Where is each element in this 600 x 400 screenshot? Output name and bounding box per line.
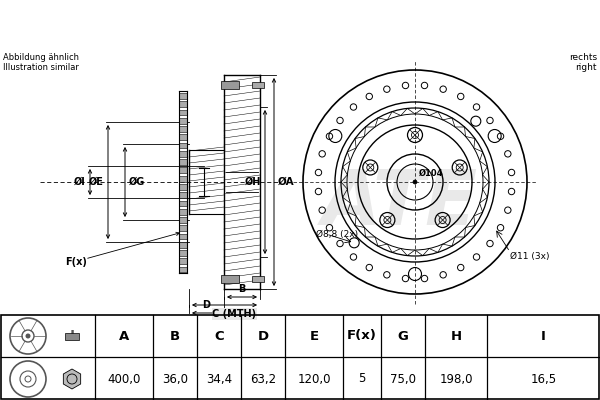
Text: I: I xyxy=(541,330,546,342)
Text: C (MTH): C (MTH) xyxy=(212,309,257,319)
Text: C: C xyxy=(214,330,224,342)
Text: 400,0: 400,0 xyxy=(107,372,140,386)
Text: ØE: ØE xyxy=(89,177,104,187)
Bar xyxy=(179,143,187,148)
Text: 198,0: 198,0 xyxy=(439,372,473,386)
Text: B: B xyxy=(238,284,245,294)
Bar xyxy=(179,217,187,223)
Text: 75,0: 75,0 xyxy=(390,372,416,386)
Bar xyxy=(252,276,264,282)
Bar xyxy=(179,184,187,190)
Bar xyxy=(221,275,239,283)
Bar xyxy=(179,176,187,182)
Bar xyxy=(179,192,187,198)
Text: rechts
right: rechts right xyxy=(569,53,597,72)
Bar xyxy=(252,82,264,88)
Bar xyxy=(179,250,187,256)
Bar xyxy=(179,110,187,115)
Text: D: D xyxy=(257,330,269,342)
Text: F(x): F(x) xyxy=(65,257,87,267)
Text: E: E xyxy=(310,330,319,342)
Text: ØA: ØA xyxy=(278,177,295,187)
Bar xyxy=(179,159,187,165)
Text: Ø8,8 (2x): Ø8,8 (2x) xyxy=(316,230,358,238)
Text: H: H xyxy=(451,330,461,342)
Text: F(x): F(x) xyxy=(347,330,377,342)
Bar xyxy=(221,81,239,89)
Bar xyxy=(179,267,187,272)
Text: Ø104: Ø104 xyxy=(419,169,443,178)
Text: 36,0: 36,0 xyxy=(162,372,188,386)
Bar xyxy=(179,258,187,264)
Text: Abbildung ähnlich
Illustration similar: Abbildung ähnlich Illustration similar xyxy=(3,53,79,72)
Text: 120,0: 120,0 xyxy=(297,372,331,386)
Bar xyxy=(179,101,187,107)
Bar xyxy=(65,333,79,340)
Bar xyxy=(179,93,187,99)
Text: G: G xyxy=(398,330,409,342)
Text: 63,2: 63,2 xyxy=(250,372,276,386)
Bar xyxy=(179,200,187,206)
Text: ATE: ATE xyxy=(322,167,478,241)
Circle shape xyxy=(413,180,417,184)
Circle shape xyxy=(25,334,31,338)
Bar xyxy=(179,225,187,231)
Bar xyxy=(179,209,187,214)
Text: 24.0136-0125.2    436125: 24.0136-0125.2 436125 xyxy=(150,15,450,35)
Bar xyxy=(179,151,187,157)
Bar xyxy=(179,118,187,124)
Bar xyxy=(179,134,187,140)
Text: 5: 5 xyxy=(358,372,365,386)
Text: ╻: ╻ xyxy=(67,322,77,338)
Text: ØI: ØI xyxy=(74,177,86,187)
Bar xyxy=(179,234,187,239)
Bar xyxy=(179,126,187,132)
Text: 16,5: 16,5 xyxy=(530,372,557,386)
Text: ØG: ØG xyxy=(129,177,145,187)
Text: 34,4: 34,4 xyxy=(206,372,232,386)
Text: ØH: ØH xyxy=(245,177,261,187)
Text: B: B xyxy=(170,330,180,342)
Text: D: D xyxy=(203,300,211,310)
Bar xyxy=(179,242,187,248)
Text: Ø11 (3x): Ø11 (3x) xyxy=(510,252,550,260)
Bar xyxy=(179,168,187,173)
Text: A: A xyxy=(119,330,129,342)
